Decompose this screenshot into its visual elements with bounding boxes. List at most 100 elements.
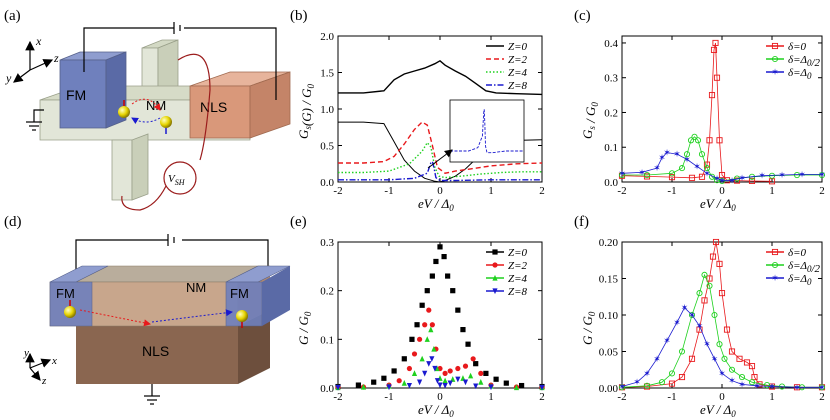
data-point bbox=[424, 336, 430, 342]
data-point bbox=[437, 244, 443, 250]
legend-label: Z=0 bbox=[508, 247, 528, 259]
x-axis-label: eV / Δ0 bbox=[700, 402, 736, 419]
fm-right-label-d: FM bbox=[230, 286, 249, 301]
data-point bbox=[519, 382, 525, 389]
data-point bbox=[429, 356, 435, 362]
data-point bbox=[793, 171, 801, 179]
data-point bbox=[462, 379, 469, 386]
panel-label-f: (f) bbox=[574, 214, 589, 230]
y-axis-label: Gs(G) / G0 bbox=[296, 84, 316, 139]
y-tick-label: 1.5 bbox=[320, 68, 334, 80]
nm-label-a: NM bbox=[146, 98, 166, 113]
data-point: ✶ bbox=[768, 382, 776, 392]
x-tick-label: 0 bbox=[437, 185, 443, 197]
data-point bbox=[462, 363, 469, 369]
data-point bbox=[391, 368, 397, 374]
nls-label-d: NLS bbox=[142, 343, 169, 359]
data-point: ✶ bbox=[718, 176, 726, 186]
x-tick-label: -2 bbox=[617, 391, 626, 403]
data-point bbox=[478, 379, 484, 385]
y-tick-label: 0.2 bbox=[604, 107, 618, 119]
data-point bbox=[417, 379, 423, 386]
y-tick-label: 2.0 bbox=[320, 31, 334, 43]
data-point bbox=[643, 171, 651, 179]
data-point bbox=[426, 361, 432, 367]
legend-marker bbox=[771, 42, 779, 50]
series-line-0 bbox=[338, 59, 543, 96]
legend-marker bbox=[492, 262, 498, 268]
x-tick-label: -1 bbox=[384, 185, 393, 197]
data-point bbox=[437, 382, 443, 389]
y-tick-label: 0.3 bbox=[320, 237, 334, 249]
data-point bbox=[431, 345, 437, 352]
x-tick-label: 2 bbox=[819, 391, 825, 403]
data-point: ✶ bbox=[778, 170, 786, 180]
data-point bbox=[422, 370, 428, 377]
data-point bbox=[417, 336, 423, 342]
data-point bbox=[721, 355, 728, 362]
data-point bbox=[698, 173, 706, 180]
legend-marker bbox=[771, 261, 779, 269]
data-point: ✶ bbox=[728, 175, 736, 185]
legend-label: Z=8 bbox=[508, 80, 528, 92]
panel-d: (d) NLS NM FM FM bbox=[4, 214, 291, 405]
axis-x-label-a: x bbox=[35, 34, 42, 48]
y-axis-label: G / G0 bbox=[296, 311, 313, 345]
data-point bbox=[710, 46, 718, 53]
x-tick-label: 0 bbox=[719, 185, 725, 197]
data-point bbox=[712, 39, 719, 47]
data-point: ✶ bbox=[663, 147, 671, 157]
data-point: ✶ bbox=[653, 354, 661, 364]
data-point: ✶ bbox=[643, 368, 651, 378]
data-point: ✶ bbox=[728, 376, 736, 386]
y-tick-label: 0.15 bbox=[599, 274, 619, 286]
chart-b: -2 -1 0 1 2 0.0 0.5 1.0 1.5 2.0 eV / Δ0 Gs(G) / G0 Z… bbox=[296, 31, 545, 213]
data-point bbox=[460, 375, 466, 381]
panel-a: (a) x y z FM NLS NM bbox=[4, 8, 291, 211]
data-point bbox=[708, 92, 716, 99]
data-point bbox=[447, 368, 453, 374]
data-point: ✶ bbox=[663, 336, 671, 346]
data-point bbox=[688, 355, 696, 362]
data-point: ✶ bbox=[703, 339, 711, 349]
data-point: ✶ bbox=[738, 379, 746, 389]
data-point bbox=[751, 374, 758, 381]
data-point bbox=[748, 177, 756, 185]
data-point bbox=[678, 165, 686, 172]
legend-marker bbox=[771, 248, 779, 256]
data-point bbox=[386, 384, 392, 391]
data-point bbox=[406, 382, 412, 389]
data-point bbox=[728, 366, 736, 373]
nm-bottom-arm bbox=[111, 139, 133, 201]
data-point bbox=[818, 171, 826, 179]
data-point: ✶ bbox=[683, 154, 691, 164]
data-point: ✶ bbox=[793, 382, 801, 392]
data-point bbox=[678, 348, 686, 355]
data-point bbox=[429, 273, 435, 279]
spin-down-icon-d bbox=[236, 310, 248, 322]
data-point bbox=[678, 374, 686, 381]
legend-label: Z=4 bbox=[508, 273, 528, 285]
data-point bbox=[429, 322, 435, 328]
panel-label-e: (e) bbox=[290, 214, 307, 230]
data-point bbox=[441, 254, 447, 260]
data-point: ✶ bbox=[693, 161, 701, 171]
legend-label: Z=8 bbox=[508, 286, 528, 298]
axis-z-label-d: z bbox=[41, 375, 47, 387]
data-point bbox=[411, 351, 418, 357]
data-point: ✶ bbox=[818, 169, 826, 179]
x-tick-label: 1 bbox=[769, 185, 775, 197]
series-line-0 bbox=[621, 241, 822, 388]
legend-label: Z=0 bbox=[508, 41, 528, 53]
data-point bbox=[381, 375, 387, 381]
data-point bbox=[716, 137, 723, 144]
data-point: ✶ bbox=[738, 173, 746, 183]
spin-up-icon bbox=[118, 106, 130, 118]
data-point bbox=[696, 326, 703, 333]
x-tick-label: 0 bbox=[437, 391, 443, 403]
data-point bbox=[539, 384, 545, 391]
data-point bbox=[723, 326, 731, 333]
data-point: ✶ bbox=[618, 168, 626, 178]
data-point bbox=[733, 177, 741, 184]
data-point bbox=[411, 370, 418, 376]
